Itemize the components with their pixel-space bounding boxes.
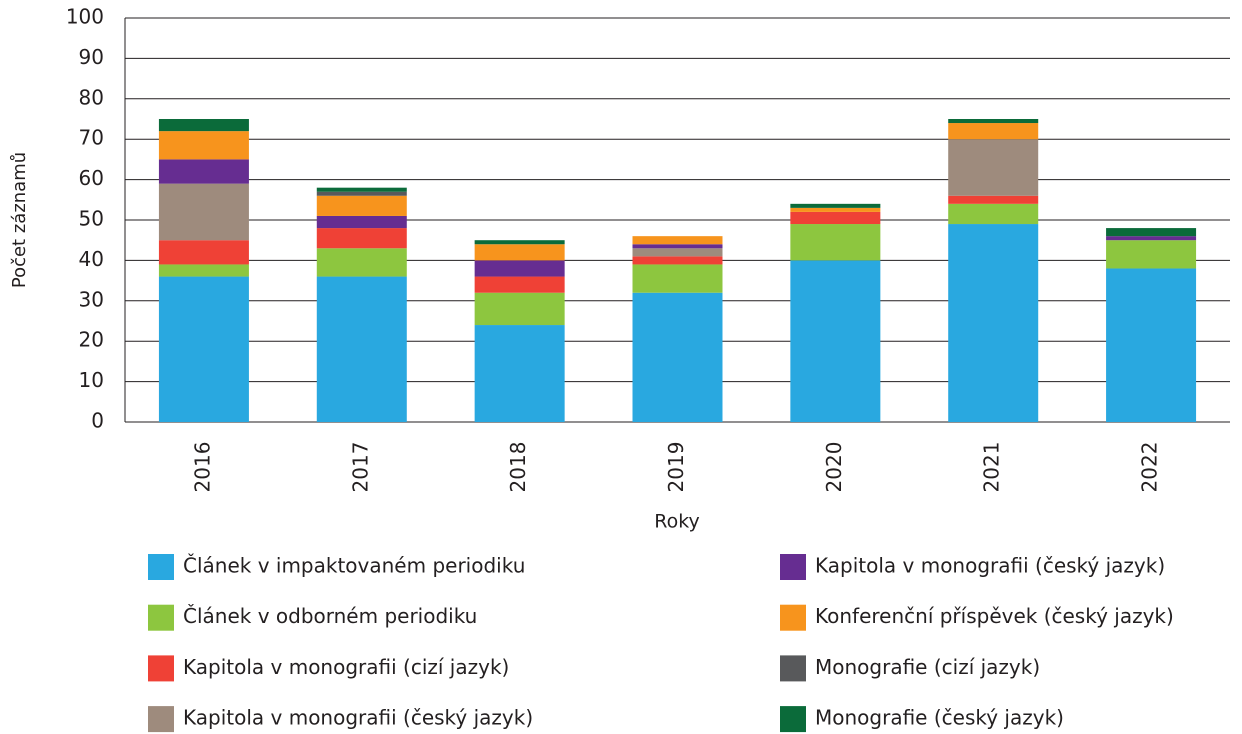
bar-segment	[632, 248, 723, 257]
y-tick-label: 20	[79, 328, 104, 352]
legend-label: Článek v impaktovaném periodiku	[183, 554, 525, 578]
bar-segment	[158, 264, 249, 277]
bar-segment	[316, 187, 407, 192]
bar-segment	[790, 207, 881, 212]
x-axis-label: Roky	[654, 511, 700, 533]
y-tick-label: 0	[91, 409, 104, 433]
bar-segment	[474, 260, 565, 277]
bar-segment	[316, 248, 407, 277]
bar-segment	[158, 159, 249, 184]
legend-label: Kapitola v monografii (cizí jazyk)	[183, 655, 509, 679]
legend-swatch	[780, 604, 806, 631]
bar-segment	[158, 119, 249, 132]
bar-segment	[1106, 236, 1197, 241]
y-tick-label: 40	[79, 247, 104, 271]
legend-swatch	[148, 655, 174, 682]
y-axis-label: Počet záznamů	[9, 152, 30, 288]
legend-swatch	[148, 554, 174, 580]
y-tick-label: 60	[79, 166, 104, 190]
bar-segment	[474, 244, 565, 261]
legend-swatch	[148, 604, 174, 631]
bar-segment	[632, 256, 723, 265]
legend-label: Kapitola v monografii (český jazyk)	[815, 554, 1165, 578]
bar-segment	[632, 236, 723, 245]
x-tick-label: 2021	[980, 442, 1004, 493]
bar-segment	[316, 215, 407, 229]
bar-segment	[790, 260, 881, 422]
x-tick-label: 2019	[664, 442, 688, 493]
bar-segment	[474, 240, 565, 245]
y-tick-label: 70	[79, 126, 104, 150]
bar-segment	[948, 139, 1039, 196]
bar-segment	[632, 244, 723, 249]
y-tick-label: 50	[79, 207, 104, 231]
bar-segment	[158, 183, 249, 241]
legend-label: Konferenční příspěvek (český jazyk)	[815, 604, 1174, 628]
bar-segment	[948, 123, 1039, 140]
bar-segment	[790, 203, 881, 208]
bar-segment	[474, 292, 565, 326]
bar-segment	[790, 224, 881, 261]
x-tick-label: 2016	[190, 442, 214, 493]
bar-segment	[474, 325, 565, 422]
bar-segment	[948, 203, 1039, 225]
y-tick-label: 100	[66, 5, 104, 29]
x-tick-label: 2020	[822, 442, 846, 493]
legend-swatch	[780, 706, 806, 733]
bar-segment	[158, 240, 249, 265]
legend-swatch	[780, 655, 806, 682]
bar-segment	[158, 276, 249, 422]
bar-segment	[316, 191, 407, 196]
legend-label: Monografie (cizí jazyk)	[815, 655, 1040, 679]
bar-segment	[948, 224, 1039, 422]
x-tick-label: 2018	[506, 442, 530, 493]
bar-segment	[474, 276, 565, 293]
legend-label: Článek v odborném periodiku	[183, 604, 477, 628]
bar-segment	[790, 211, 881, 225]
legend-swatch	[148, 706, 174, 733]
y-tick-label: 30	[79, 287, 104, 311]
y-tick-label: 10	[79, 368, 104, 392]
x-tick-label: 2022	[1138, 442, 1162, 493]
bar-segment	[948, 195, 1039, 204]
bar-segment	[948, 119, 1039, 124]
y-tick-label: 80	[79, 85, 104, 109]
bar-segment	[316, 228, 407, 249]
bar-segment	[316, 276, 407, 422]
bar-segment	[1106, 228, 1197, 237]
legend-label: Kapitola v monografii (český jazyk)	[183, 706, 533, 730]
bar-segment	[158, 131, 249, 160]
legend-label: Monografie (český jazyk)	[815, 706, 1064, 730]
x-tick-label: 2017	[348, 442, 372, 493]
bar-segment	[1106, 240, 1197, 269]
bar-segment	[316, 195, 407, 216]
bar-segment	[632, 292, 723, 422]
legend-swatch	[780, 554, 806, 580]
bar-segment	[632, 264, 723, 293]
y-tick-label: 90	[79, 45, 104, 69]
bar-segment	[1106, 268, 1197, 422]
